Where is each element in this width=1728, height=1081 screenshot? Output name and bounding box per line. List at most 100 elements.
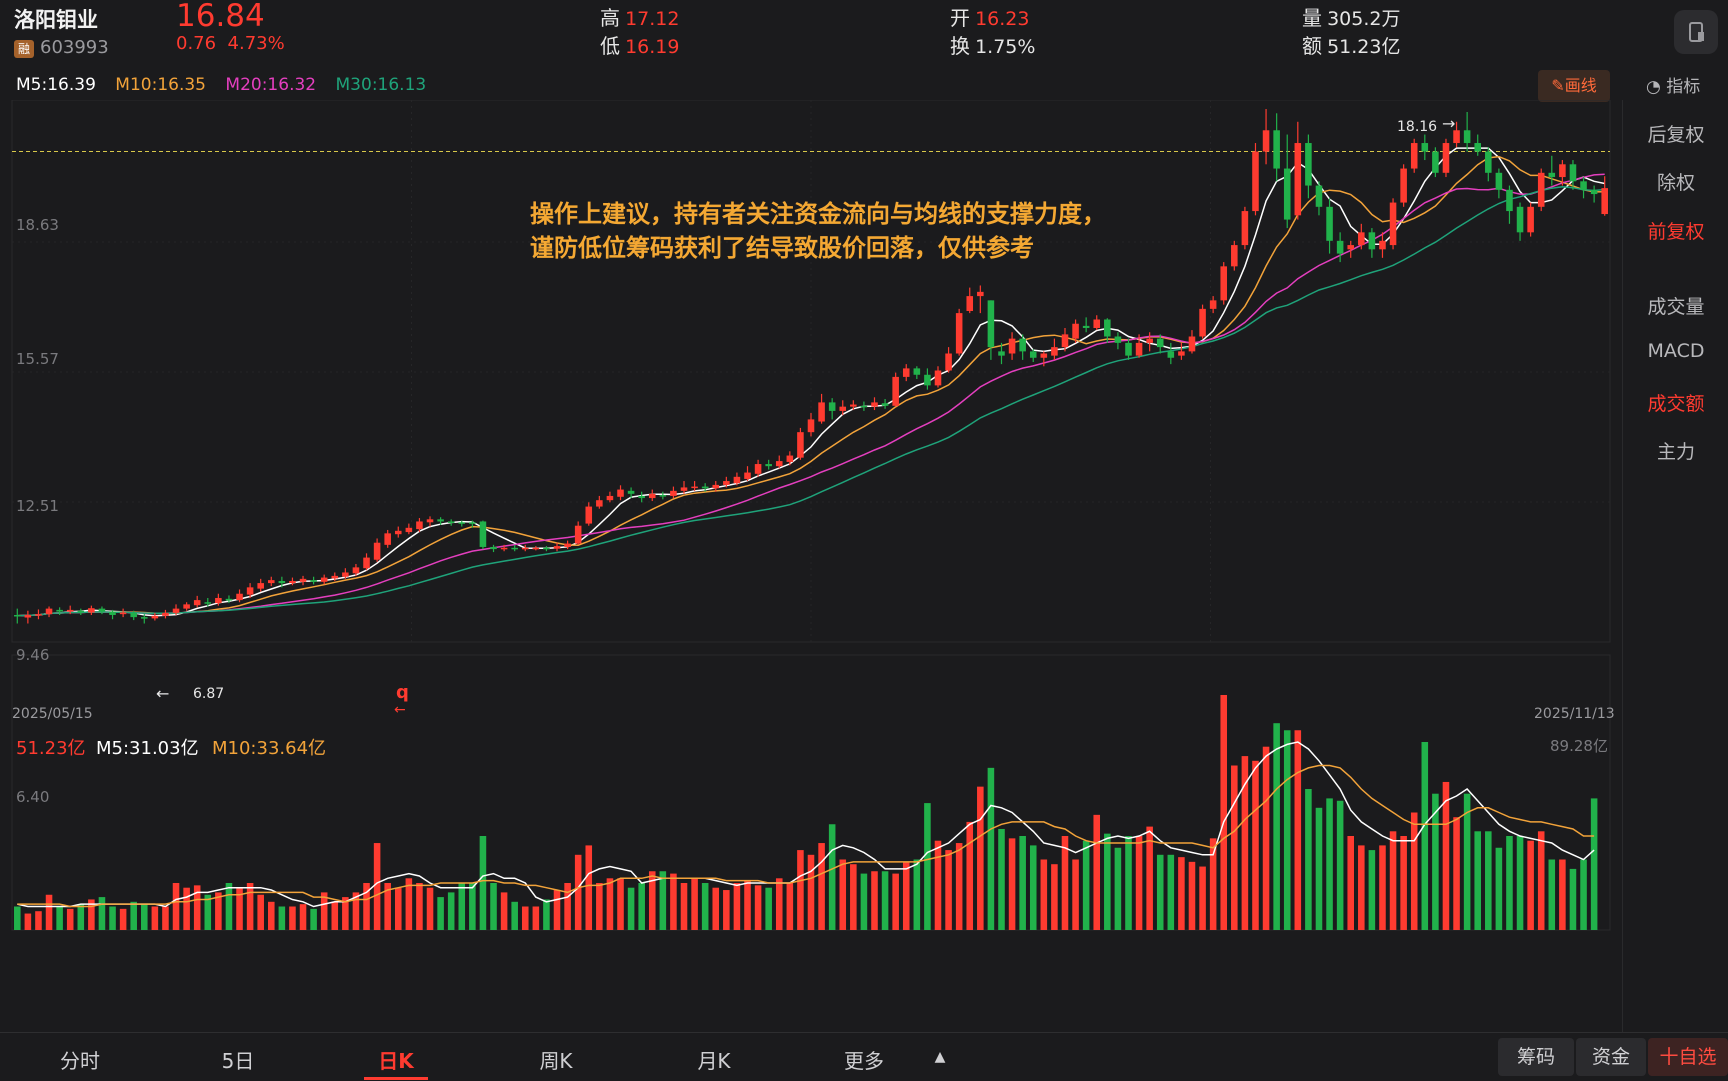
volume-bar-60 — [648, 871, 656, 930]
candle-body-150 — [1601, 188, 1608, 215]
volume-bar-111 — [1188, 861, 1196, 930]
price-tick-5: 6.40 — [16, 788, 49, 806]
candle-body-49 — [532, 547, 540, 550]
volume-bar-21 — [236, 887, 243, 930]
volume-bar-55 — [596, 883, 603, 930]
chips-button[interactable]: 筹码 — [1498, 1038, 1574, 1076]
add-watchlist-button[interactable]: 十自选 — [1648, 1038, 1728, 1076]
volume-bar-114 — [1220, 695, 1228, 930]
candle-body-109 — [1167, 351, 1175, 358]
side-menu: 后复权 除权 前复权 成交量 MACD 成交额 主力 — [1622, 100, 1728, 1032]
candle-body-63 — [680, 487, 688, 491]
candle-body-79 — [850, 404, 857, 407]
candle-body-123 — [1315, 185, 1323, 207]
side-item-volume[interactable]: 成交量 — [1647, 296, 1705, 318]
candle-body-6 — [77, 610, 85, 613]
event-marker-arrow: ← — [394, 702, 406, 718]
volume-bar-67 — [723, 890, 730, 930]
candle-body-122 — [1305, 143, 1312, 186]
volume-bar-145 — [1548, 859, 1556, 930]
candle-body-111 — [1188, 336, 1196, 352]
price-tick-2: 15.57 — [16, 350, 59, 368]
candle-body-0 — [14, 614, 21, 617]
side-item-ex-rights[interactable]: 除权 — [1656, 172, 1695, 194]
candle-body-19 — [215, 597, 222, 604]
volume-bar-7 — [88, 899, 95, 930]
volume-m5: M5:31.03亿 — [96, 738, 199, 759]
volume-bar-109 — [1167, 854, 1175, 930]
candle-body-32 — [352, 567, 360, 574]
caret-up-icon[interactable]: ▲ — [934, 1049, 946, 1065]
candle-body-18 — [204, 602, 212, 604]
candle-body-54 — [585, 506, 593, 524]
low-marker: 6.87 — [193, 686, 224, 702]
candle-body-135 — [1442, 143, 1450, 173]
tab-weekly-k[interactable]: 周K — [539, 1049, 573, 1073]
candle-body-129 — [1379, 240, 1386, 250]
capital-button[interactable]: 资金 — [1576, 1038, 1646, 1076]
volume-quote: 量 305.2万 — [1302, 2, 1401, 31]
current-price: 16.84 — [176, 0, 265, 34]
volume-bar-139 — [1485, 831, 1492, 930]
volume-bar-100 — [1072, 859, 1079, 930]
price-tick-4: 9.46 — [16, 646, 49, 664]
candle-body-103 — [1104, 319, 1111, 337]
candle-body-112 — [1199, 308, 1206, 337]
volume-bar-14 — [162, 906, 169, 930]
candle-body-98 — [1051, 347, 1058, 356]
volume-bar-17 — [193, 885, 201, 930]
volume-bar-113 — [1209, 838, 1217, 930]
side-item-turnover-amount[interactable]: 成交额 — [1647, 393, 1705, 415]
candle-body-28 — [310, 580, 317, 582]
tab-daily-k[interactable]: 日K — [378, 1049, 414, 1073]
volume-bar-128 — [1368, 850, 1376, 930]
side-item-macd[interactable]: MACD — [1647, 340, 1705, 362]
side-item-main-force[interactable]: 主力 — [1656, 441, 1695, 463]
change-amount: 0.76 — [176, 33, 217, 54]
volume-bar-78 — [839, 859, 847, 930]
candle-body-128 — [1368, 232, 1376, 250]
indicator-button[interactable]: ◔ 指标 — [1646, 72, 1700, 97]
volume-bar-5 — [66, 908, 74, 930]
volume-bar-107 — [1146, 826, 1153, 930]
open-label: 开 — [950, 6, 970, 30]
tab-intraday[interactable]: 分时 — [60, 1049, 100, 1073]
volume-bar-39 — [426, 887, 434, 930]
candle-body-69 — [744, 472, 751, 479]
side-item-forward-adjust[interactable]: 前复权 — [1647, 221, 1705, 243]
candle-body-38 — [416, 521, 423, 530]
volume-bar-105 — [1125, 836, 1132, 930]
tab-5day[interactable]: 5日 — [221, 1049, 255, 1073]
candle-body-136 — [1453, 130, 1460, 144]
candle-body-8 — [98, 608, 106, 612]
volume-bar-61 — [659, 871, 667, 930]
candle-body-100 — [1072, 323, 1079, 339]
volume-bar-84 — [902, 861, 910, 930]
volume-bar-86 — [924, 803, 931, 930]
candle-body-125 — [1336, 240, 1344, 254]
volume-bar-26 — [289, 906, 296, 930]
candle-body-1 — [24, 614, 32, 618]
candle-body-114 — [1220, 266, 1228, 301]
side-item-backward-adjust[interactable]: 后复权 — [1647, 124, 1705, 146]
volume-bar-42 — [458, 883, 466, 930]
kline-chart[interactable]: 18.63 15.57 12.51 9.46 6.40 2025/05/15 2… — [0, 100, 1622, 1032]
volume-bars — [14, 695, 1598, 930]
volume-bar-77 — [828, 824, 836, 930]
candle-body-37 — [405, 527, 413, 533]
candle-body-48 — [521, 547, 529, 550]
margin-badge: 融 — [14, 40, 34, 58]
tab-more[interactable]: 更多 — [844, 1049, 884, 1073]
candle-body-86 — [924, 374, 931, 386]
volume-bar-121 — [1294, 730, 1302, 930]
candle-body-139 — [1485, 151, 1492, 173]
analyst-annotation: 操作上建议，持有者关注资金流向与均线的支撑力度， 谨防低位筹码获利了结导致股价回… — [530, 200, 1106, 262]
draw-line-button[interactable]: ✎画线 — [1538, 70, 1610, 102]
volume-bar-123 — [1315, 807, 1323, 930]
start-date: 2025/05/15 — [12, 706, 93, 722]
annotation-line-1: 操作上建议，持有者关注资金流向与均线的支撑力度， — [530, 200, 1106, 228]
volume-bar-43 — [469, 883, 476, 930]
tab-monthly-k[interactable]: 月K — [697, 1049, 731, 1073]
landscape-toggle-button[interactable] — [1674, 10, 1718, 54]
candle-body-78 — [839, 406, 847, 411]
